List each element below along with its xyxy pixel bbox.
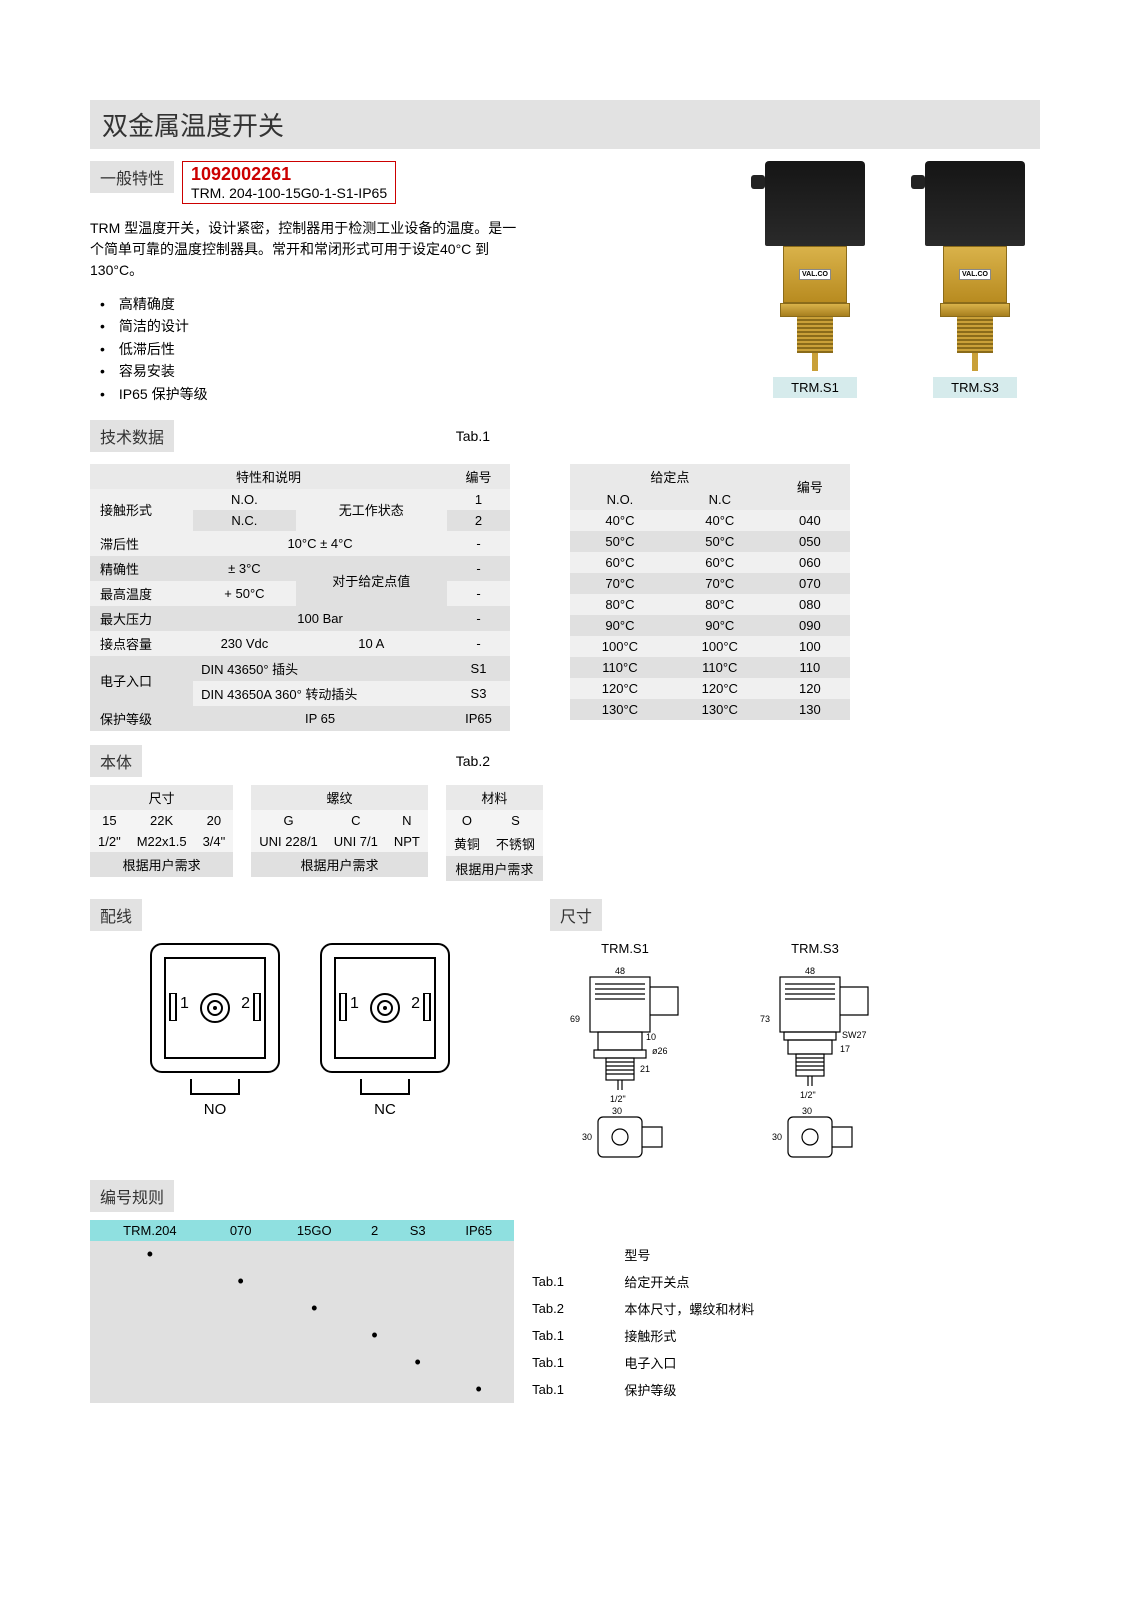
feature-item: 高精确度 xyxy=(100,293,520,315)
features-list: 高精确度 简洁的设计 低滞后性 容易安装 IP65 保护等级 xyxy=(90,293,520,405)
page-title: 双金属温度开关 xyxy=(90,100,1040,149)
product-label: TRM.S1 xyxy=(773,377,857,398)
section-body: 本体 xyxy=(90,745,142,777)
section-dimensions: 尺寸 xyxy=(550,899,602,931)
code-box: 1092002261 TRM. 204-100-15G0-1-S1-IP65 xyxy=(182,161,396,204)
wiring-diagram-nc: 1 2 NC xyxy=(320,943,450,1118)
description: TRM 型温度开关，设计紧密，控制器用于检测工业设备的温度。是一个简单可靠的温度… xyxy=(90,218,520,281)
section-rules: 编号规则 xyxy=(90,1180,174,1212)
svg-text:30: 30 xyxy=(772,1132,782,1142)
svg-text:1/2": 1/2" xyxy=(610,1094,626,1104)
tech-table-2: 给定点编号 N.O.N.C 40°C40°C04050°C50°C05060°C… xyxy=(570,464,850,720)
svg-text:17: 17 xyxy=(840,1044,850,1054)
svg-text:1/2": 1/2" xyxy=(800,1090,816,1100)
product-image-s1: VAL.CO TRM.S1 xyxy=(750,161,880,398)
feature-item: 容易安装 xyxy=(100,360,520,382)
product-image-s3: VAL.CO TRM.S3 xyxy=(910,161,1040,398)
tab-label: Tab.1 xyxy=(456,428,510,444)
body-thread-table: 螺纹 GCN UNI 228/1UNI 7/1NPT 根据用户需求 xyxy=(251,785,428,877)
tab-label-2: Tab.2 xyxy=(456,753,510,769)
section-general: 一般特性 xyxy=(90,161,174,193)
section-wiring: 配线 xyxy=(90,899,142,931)
feature-item: 简洁的设计 xyxy=(100,315,520,337)
svg-text:30: 30 xyxy=(582,1132,592,1142)
svg-text:ø26: ø26 xyxy=(652,1046,668,1056)
svg-text:30: 30 xyxy=(612,1106,622,1116)
tech-table-1: 特性和说明编号 接触形式N.O.无工作状态1 N.C.2 滞后性10°C ± 4… xyxy=(90,464,510,731)
svg-text:21: 21 xyxy=(640,1064,650,1074)
dimension-diagram-s1: TRM.S1 48 69 10 ø26 xyxy=(550,941,700,1162)
body-dim-table: 尺寸 1522K20 1/2"M22x1.53/4" 根据用户需求 xyxy=(90,785,233,877)
feature-item: 低滞后性 xyxy=(100,338,520,360)
section-tech: 技术数据 xyxy=(90,420,174,452)
svg-text:SW27: SW27 xyxy=(842,1030,867,1040)
svg-text:69: 69 xyxy=(570,1014,580,1024)
svg-text:48: 48 xyxy=(615,966,625,976)
svg-text:73: 73 xyxy=(760,1014,770,1024)
model-code: TRM. 204-100-15G0-1-S1-IP65 xyxy=(191,185,387,201)
svg-text:48: 48 xyxy=(805,966,815,976)
code-number: 1092002261 xyxy=(191,164,387,185)
product-label: TRM.S3 xyxy=(933,377,1017,398)
svg-text:10: 10 xyxy=(646,1032,656,1042)
body-material-table: 材料 OS 黄铜不锈钢 根据用户需求 xyxy=(446,785,543,881)
rules-table: TRM.204 070 15GO 2 S3 IP65 型号Tab.1给定开关点T… xyxy=(90,1220,880,1403)
wiring-diagram-no: 1 2 NO xyxy=(150,943,280,1118)
dimension-diagram-s3: TRM.S3 48 73 SW27 17 xyxy=(740,941,890,1162)
feature-item: IP65 保护等级 xyxy=(100,383,520,405)
svg-text:30: 30 xyxy=(802,1106,812,1116)
